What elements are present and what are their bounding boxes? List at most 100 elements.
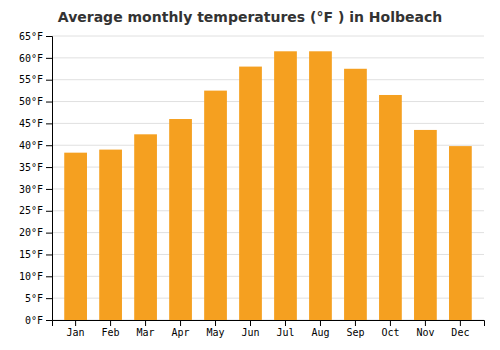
title: Average monthly temperatures (°F ) in Ho… [58, 9, 442, 25]
bars [64, 51, 472, 320]
x-tick-mark [460, 320, 461, 326]
y-tick-label: 25°F [19, 205, 43, 216]
x-tick: Apr [172, 320, 190, 338]
y-tick: 20°F [19, 227, 52, 238]
x-axis: Jan Feb Mar Apr May Jun Jul Aug Sep Oct Nov Dec [53, 320, 485, 338]
x-tick: Mar [137, 320, 155, 338]
chart-container: 0°F 5°F 10°F 15°F 20°F 25°F 30°F 35°F 40°F 45°F 50… [0, 0, 500, 350]
y-tick-label: 40°F [19, 140, 43, 151]
x-tick: Sep [346, 320, 364, 338]
y-tick: 65°F [19, 31, 52, 42]
grid-line [52, 79, 484, 80]
y-tick-label: 10°F [19, 271, 43, 282]
x-tick: Aug [311, 320, 329, 338]
y-tick-mark [46, 254, 52, 255]
y-tick-label: 15°F [19, 249, 43, 260]
x-tick: Dec [451, 320, 469, 338]
x-tick-mark [110, 320, 111, 326]
bar [274, 51, 297, 320]
y-tick: 25°F [19, 205, 52, 216]
x-tick: Nov [416, 320, 434, 338]
x-tick-label: Oct [381, 327, 399, 338]
y-tick-mark [46, 102, 52, 103]
y-tick: 55°F [19, 74, 52, 85]
x-tick-mark [355, 320, 356, 326]
x-axis-line [53, 321, 485, 327]
x-tick: Jun [241, 320, 259, 338]
x-tick-mark [390, 320, 391, 326]
y-tick: 60°F [19, 53, 52, 64]
y-tick-label: 55°F [19, 74, 43, 85]
y-tick-label: 30°F [19, 184, 43, 195]
y-tick-mark [46, 167, 52, 168]
y-axis: 0°F 5°F 10°F 15°F 20°F 25°F 30°F 35°F 40°F 45°F 50… [19, 31, 53, 326]
y-tick-mark [46, 58, 52, 59]
x-tick-mark [425, 320, 426, 326]
y-tick: 40°F [19, 140, 52, 151]
y-tick: 50°F [19, 96, 52, 107]
y-tick-mark [46, 145, 52, 146]
x-tick-mark [320, 320, 321, 326]
y-tick-label: 0°F [25, 315, 43, 326]
y-tick: 15°F [19, 249, 52, 260]
y-tick-label: 60°F [19, 53, 43, 64]
y-tick-mark [46, 276, 52, 277]
x-tick: Jul [276, 320, 294, 338]
grid-line [52, 57, 484, 58]
x-tick-mark [75, 320, 76, 326]
x-tick-label: Aug [311, 327, 329, 338]
x-tick-label: Apr [172, 327, 190, 338]
x-tick-label: May [206, 327, 224, 338]
bar [239, 67, 262, 320]
grid-line [52, 123, 484, 124]
y-tick: 10°F [19, 271, 52, 282]
y-tick-label: 50°F [19, 96, 43, 107]
bar [99, 150, 122, 320]
y-tick: 30°F [19, 184, 52, 195]
x-tick: Jan [67, 320, 85, 338]
y-tick-mark [46, 189, 52, 190]
y-tick: 5°F [25, 293, 52, 304]
y-tick-label: 5°F [25, 293, 43, 304]
y-tick: 45°F [19, 118, 52, 129]
x-tick-mark [285, 320, 286, 326]
x-tick-label: Jan [67, 327, 85, 338]
grid-line [52, 101, 484, 102]
y-tick-mark [46, 80, 52, 81]
x-tick-label: Mar [137, 327, 155, 338]
bar [379, 95, 402, 320]
x-tick: Oct [381, 320, 399, 338]
grid-line [52, 36, 484, 37]
y-tick-mark [46, 233, 52, 234]
chart-svg: 0°F 5°F 10°F 15°F 20°F 25°F 30°F 35°F 40°F 45°F 50… [0, 0, 500, 350]
x-tick-mark [180, 320, 181, 326]
y-tick-mark [46, 36, 52, 37]
x-tick: Feb [102, 320, 120, 338]
plot-area: 0°F 5°F 10°F 15°F 20°F 25°F 30°F 35°F 40°F 45°F 50… [19, 31, 485, 338]
bar [204, 91, 227, 320]
bar [134, 134, 157, 320]
bar [344, 69, 367, 320]
x-tick-label: Sep [346, 327, 364, 338]
y-tick: 35°F [19, 162, 52, 173]
x-tick-mark [145, 320, 146, 326]
y-tick-mark [46, 320, 52, 321]
grid [52, 36, 484, 320]
x-tick-label: Dec [451, 327, 469, 338]
y-tick-label: 20°F [19, 227, 43, 238]
y-tick-label: 65°F [19, 31, 43, 42]
bar [414, 130, 437, 320]
x-tick-mark [215, 320, 216, 326]
bar [64, 153, 87, 320]
y-tick-mark [46, 298, 52, 299]
y-tick-label: 35°F [19, 162, 43, 173]
x-tick-label: Nov [416, 327, 434, 338]
y-tick-mark [46, 123, 52, 124]
x-tick-label: Jun [241, 327, 259, 338]
bar [309, 51, 332, 320]
x-tick-label: Jul [276, 327, 294, 338]
x-tick-mark [250, 320, 251, 326]
x-tick: May [206, 320, 224, 338]
y-tick-mark [46, 211, 52, 212]
bar [169, 119, 192, 320]
